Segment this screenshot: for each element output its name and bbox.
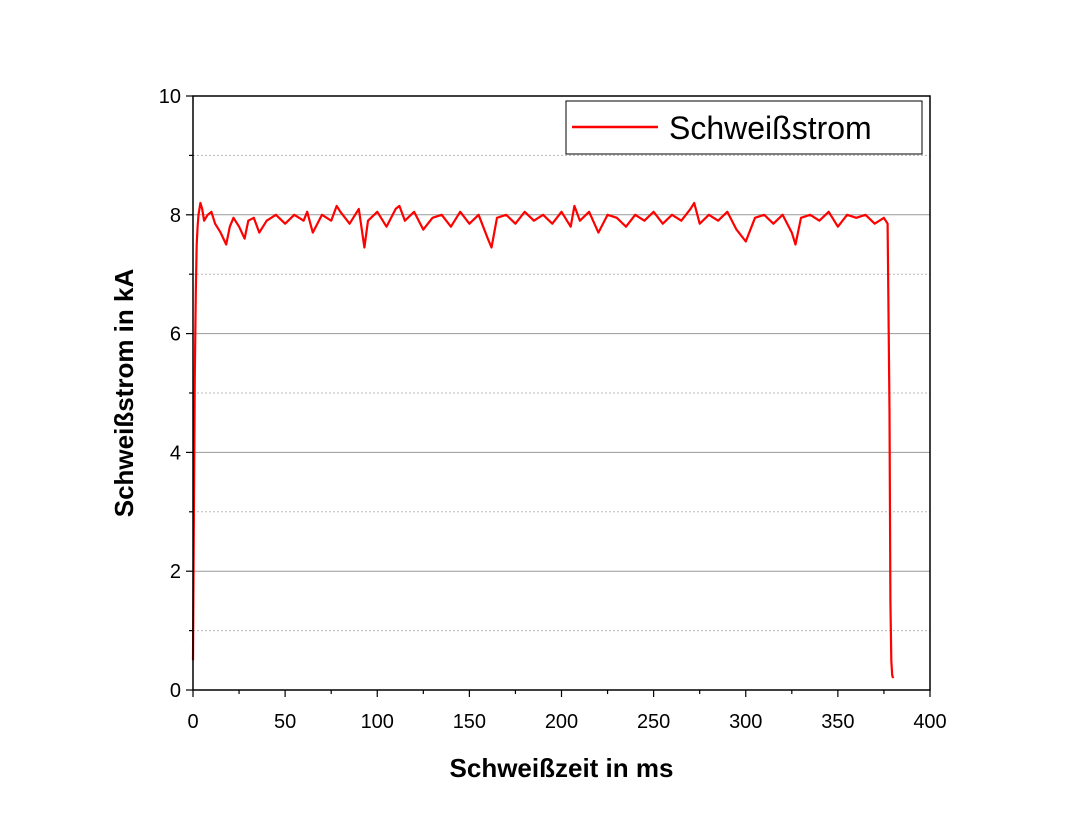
y-tick-label: 10 xyxy=(159,86,181,108)
legend-label: Schweißstrom xyxy=(669,110,872,146)
x-tick-label: 100 xyxy=(361,711,394,733)
x-tick-label: 400 xyxy=(913,711,946,733)
y-tick-label: 0 xyxy=(170,680,181,702)
x-tick-label: 200 xyxy=(545,711,578,733)
legend: Schweißstrom xyxy=(565,100,923,155)
series-line xyxy=(191,201,895,679)
x-tick-label: 0 xyxy=(187,711,198,733)
grid-lines xyxy=(193,154,930,632)
series-layer xyxy=(191,201,895,679)
x-tick-label: 50 xyxy=(274,711,296,733)
x-tick-label: 150 xyxy=(453,711,486,733)
axis-ticks xyxy=(186,95,931,697)
x-axis-title: Schweißzeit in ms xyxy=(450,753,674,783)
y-tick-label: 6 xyxy=(170,324,181,346)
y-tick-label: 8 xyxy=(170,205,181,227)
y-tick-label: 4 xyxy=(170,442,181,464)
x-tick-label: 250 xyxy=(637,711,670,733)
x-tick-label: 300 xyxy=(729,711,762,733)
x-tick-label: 350 xyxy=(821,711,854,733)
y-axis-title: Schweißstrom in kA xyxy=(109,269,139,518)
y-tick-label: 2 xyxy=(170,561,181,583)
